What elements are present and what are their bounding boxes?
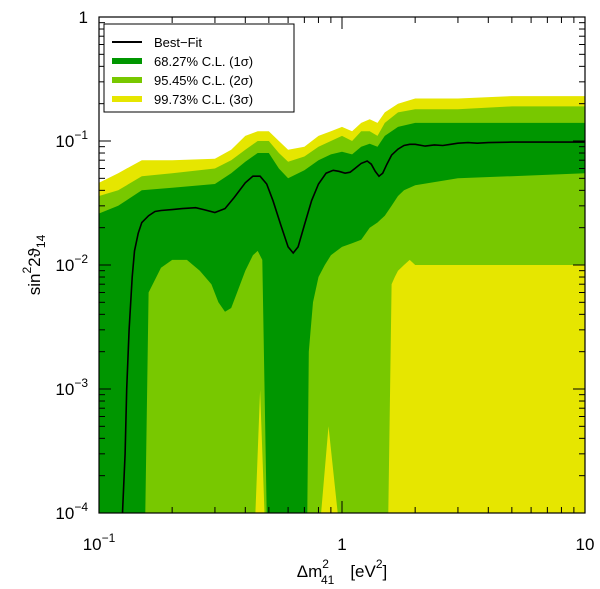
best-fit-group: [121, 141, 585, 514]
legend-label-2sigma: 95.45% C.L. (2σ): [154, 73, 253, 88]
x-axis-label-unit: [eV: [350, 562, 376, 581]
best-fit-line: [121, 141, 585, 514]
y-tick-label: 10−4: [55, 500, 88, 523]
legend-swatch-2sigma: [112, 77, 142, 83]
axis-ticks: 10−1 1 10 10−4 10−3 10−2 10−1 1: [55, 8, 594, 554]
y-axis-label-mid: 2ϑ: [25, 247, 44, 266]
confidence-bands: [99, 96, 585, 514]
legend: Best−Fit 68.27% C.L. (1σ) 95.45% C.L. (2…: [103, 23, 295, 113]
x-axis-label-main: Δm: [297, 562, 323, 581]
x-axis-label-unit-sup: 2: [376, 557, 383, 571]
x-axis-label-sup: 2: [322, 557, 329, 571]
legend-label-best-fit: Best−Fit: [154, 35, 202, 50]
y-tick-label: 10−1: [55, 128, 88, 151]
y-axis-label-sub: 14: [34, 234, 48, 248]
legend-label-1sigma: 68.27% C.L. (1σ): [154, 54, 253, 69]
x-axis-label-sub: 41: [321, 573, 335, 587]
legend-swatch-1sigma: [112, 58, 142, 64]
plot-frame: [98, 16, 586, 514]
legend-label-3sigma: 99.73% C.L. (3σ): [154, 92, 253, 107]
y-tick-label: 1: [79, 8, 88, 27]
x-axis-label: Δm2 41 [eV2]: [297, 557, 388, 587]
legend-swatch-3sigma: [112, 96, 142, 102]
y-axis-label-pre: sin: [25, 274, 44, 296]
x-tick-label: 10: [576, 535, 595, 554]
x-tick-label: 10−1: [83, 531, 116, 554]
y-tick-label: 10−3: [55, 376, 88, 399]
x-tick-label: 1: [337, 535, 346, 554]
y-tick-label: 10−2: [55, 252, 88, 275]
y-axis-label: sin22ϑ14: [20, 234, 48, 295]
x-axis-label-unit-close: ]: [383, 562, 388, 581]
band-1sigma: [99, 122, 585, 514]
y-axis-label-sup: 2: [20, 267, 34, 274]
